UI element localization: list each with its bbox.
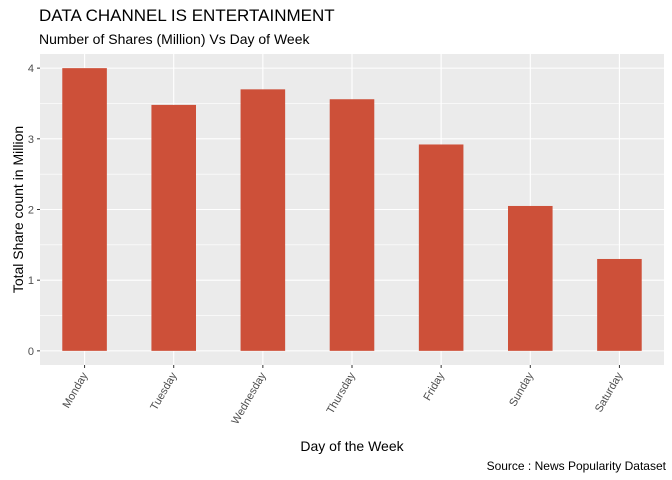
y-tick-label: 2 [28,205,34,217]
y-tick-label: 1 [28,275,34,287]
y-axis-title: Total Share count in Million [10,126,26,293]
chart-title: DATA CHANNEL IS ENTERTAINMENT [39,6,335,25]
bar-sunday [508,205,553,351]
x-tick-label-tuesday: Tuesday [148,370,180,413]
y-tick-label: 4 [28,63,34,75]
bar-tuesday [151,104,196,351]
x-tick-label-friday: Friday [421,370,447,403]
y-axis: 0 1 2 3 4 [28,63,40,358]
y-tick-label: 0 [28,346,34,358]
chart-caption: Source : News Popularity Dataset [486,459,666,473]
bar-thursday [329,99,375,351]
x-tick-label-sunday: Sunday [507,370,536,409]
x-tick-label-thursday: Thursday [325,370,359,416]
bar-saturday [597,258,642,351]
bar-monday [62,68,107,351]
x-tick-label-monday: Monday [61,370,91,410]
bar-wednesday [240,89,286,351]
bars [62,68,642,351]
y-tick-label: 3 [28,134,34,146]
x-tick-label-wednesday: Wednesday [229,370,269,427]
x-axis: Monday Tuesday Wednesday Thursday Friday Sund… [61,365,626,427]
x-tick-label-saturday: Saturday [593,370,626,415]
x-axis-title: Day of the Week [300,438,404,454]
bar-friday [418,144,464,351]
chart-subtitle: Number of Shares (Million) Vs Day of Wee… [39,31,310,47]
